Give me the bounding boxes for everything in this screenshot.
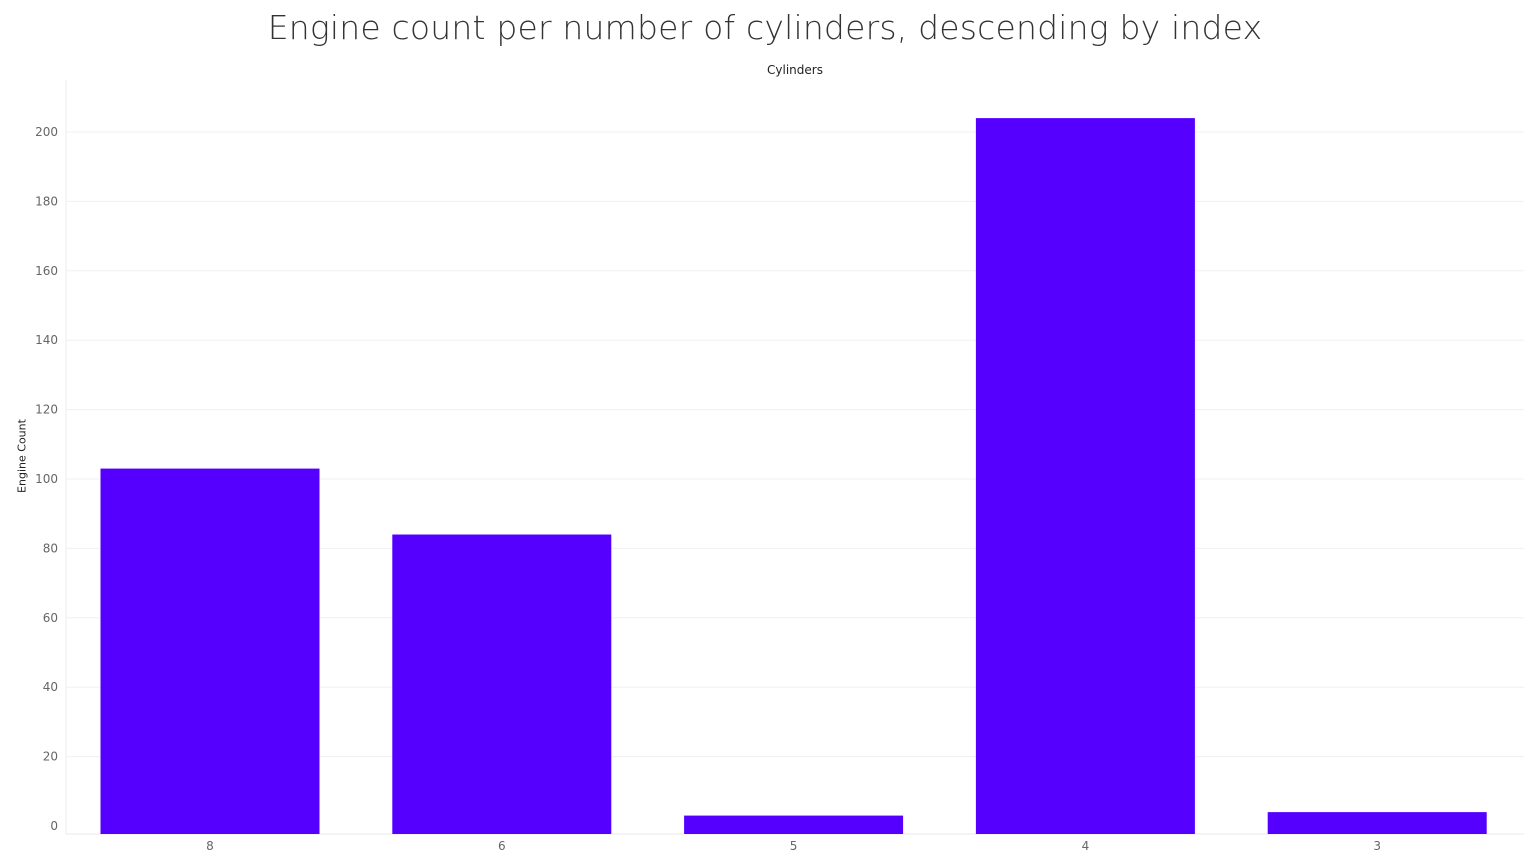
y-tick-label: 140	[35, 333, 58, 347]
y-tick-label: 0	[50, 819, 58, 833]
bar-3	[1267, 812, 1487, 834]
y-tick-label: 20	[43, 750, 58, 764]
y-tick-label: 160	[35, 264, 58, 278]
x-axis-label: Cylinders	[767, 63, 823, 77]
x-tick-label: 8	[206, 839, 214, 853]
x-tick-label: 4	[1082, 839, 1090, 853]
bar-5	[684, 815, 904, 834]
y-tick-label: 120	[35, 403, 58, 417]
bar-6	[392, 534, 612, 834]
x-tick-label: 5	[790, 839, 798, 853]
y-tick-label: 100	[35, 472, 58, 486]
y-tick-label: 200	[35, 125, 58, 139]
x-axis-ticks: 8 6 5 4 3	[206, 839, 1381, 853]
y-tick-label: 80	[43, 541, 58, 555]
y-tick-label: 40	[43, 680, 58, 694]
x-tick-label: 3	[1373, 839, 1381, 853]
y-axis-ticks: 0 20 40 60 80 100 120 140 160 180 200	[35, 125, 58, 833]
chart-title: Engine count per number of cylinders, de…	[267, 8, 1263, 47]
bar-8	[100, 468, 320, 834]
x-tick-label: 6	[498, 839, 506, 853]
y-tick-label: 180	[35, 194, 58, 208]
bars	[100, 118, 1487, 835]
y-tick-label: 60	[43, 611, 58, 625]
bar-4	[975, 118, 1195, 835]
